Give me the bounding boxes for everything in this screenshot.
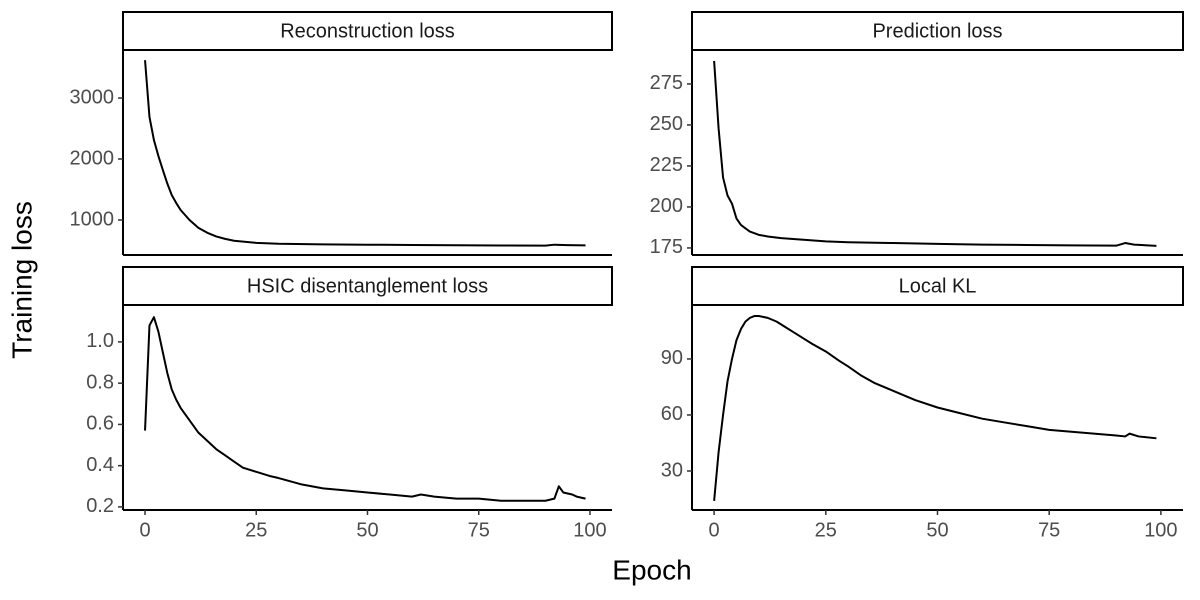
x-tick-label: 25 bbox=[245, 519, 267, 541]
y-tick-label: 225 bbox=[650, 154, 683, 176]
y-tick-label: 30 bbox=[661, 459, 683, 481]
panel-title: Local KL bbox=[899, 275, 977, 297]
x-tick-label: 0 bbox=[709, 519, 720, 541]
y-tick-label: 3000 bbox=[70, 86, 115, 108]
y-tick-label: 1.0 bbox=[86, 330, 114, 352]
strip-box bbox=[691, 11, 1184, 51]
x-tick-label: 75 bbox=[1038, 519, 1060, 541]
panel-title: Reconstruction loss bbox=[280, 20, 455, 42]
x-tick-label: 100 bbox=[573, 519, 606, 541]
y-tick-label: 60 bbox=[661, 403, 683, 425]
panel-title: HSIC disentanglement loss bbox=[247, 275, 488, 297]
x-tick-label: 100 bbox=[1144, 519, 1177, 541]
x-axis-label: Epoch bbox=[612, 554, 691, 585]
y-axis-label: Training loss bbox=[6, 201, 37, 359]
y-tick-label: 90 bbox=[661, 347, 683, 369]
y-tick-label: 200 bbox=[650, 195, 683, 217]
strip-box bbox=[691, 266, 1184, 306]
strip-box bbox=[122, 266, 613, 306]
line-series bbox=[144, 60, 586, 247]
y-tick-label: 250 bbox=[650, 113, 683, 135]
panel-title: Prediction loss bbox=[872, 20, 1002, 42]
x-tick-label: 25 bbox=[815, 519, 837, 541]
y-tick-label: 2000 bbox=[70, 147, 115, 169]
line-series bbox=[713, 60, 1157, 247]
strip-box bbox=[122, 11, 613, 51]
x-tick-label: 50 bbox=[356, 519, 378, 541]
y-tick-label: 0.6 bbox=[86, 413, 114, 435]
x-tick-label: 50 bbox=[926, 519, 948, 541]
y-tick-label: 1000 bbox=[70, 208, 115, 230]
y-tick-label: 0.8 bbox=[86, 371, 114, 393]
y-tick-label: 275 bbox=[650, 72, 683, 94]
x-tick-label: 75 bbox=[468, 519, 490, 541]
x-tick-label: 0 bbox=[139, 519, 150, 541]
y-tick-label: 0.2 bbox=[86, 495, 114, 517]
line-series bbox=[713, 315, 1157, 501]
y-tick-label: 175 bbox=[650, 236, 683, 258]
y-tick-label: 0.4 bbox=[86, 454, 114, 476]
line-series bbox=[144, 316, 586, 502]
